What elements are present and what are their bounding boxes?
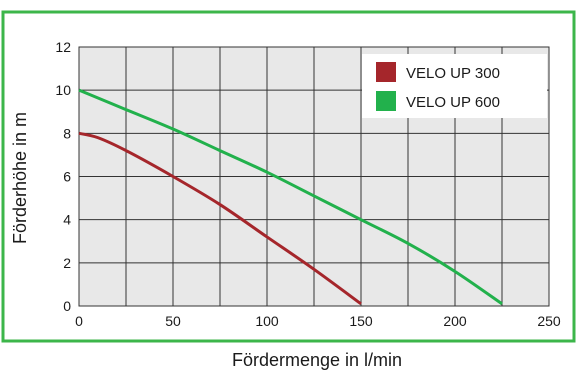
x-tick-labels: 0 50 100 150 200 250: [75, 313, 561, 329]
x-tick-label: 200: [443, 313, 467, 329]
series-line-2: [78, 88, 503, 306]
legend: VELO UP 300 VELO UP 600: [362, 54, 547, 118]
series-line-1: [78, 131, 362, 306]
x-tick-label: 250: [537, 313, 561, 329]
y-tick-label: 4: [63, 212, 71, 228]
x-tick-label: 100: [255, 313, 279, 329]
x-tick-label: 150: [349, 313, 373, 329]
y-tick-label: 10: [55, 82, 71, 98]
y-tick-label: 6: [63, 169, 71, 185]
series-lines: [78, 88, 503, 306]
x-tick-label: 50: [165, 313, 181, 329]
y-tick-label: 0: [63, 298, 71, 314]
legend-label: VELO UP 600: [406, 94, 500, 111]
x-axis-label: Fördermenge in l/min: [232, 350, 402, 370]
y-tick-label: 12: [55, 39, 71, 55]
y-tick-labels: 0 2 4 6 8 10 12: [55, 39, 71, 314]
legend-swatch: [376, 62, 396, 82]
x-tick-label: 0: [75, 313, 83, 329]
legend-label: VELO UP 300: [406, 65, 500, 82]
y-tick-label: 8: [63, 125, 71, 141]
y-tick-label: 2: [63, 255, 71, 271]
y-axis-label: Förderhöhe in m: [10, 112, 30, 244]
legend-swatch: [376, 91, 396, 111]
